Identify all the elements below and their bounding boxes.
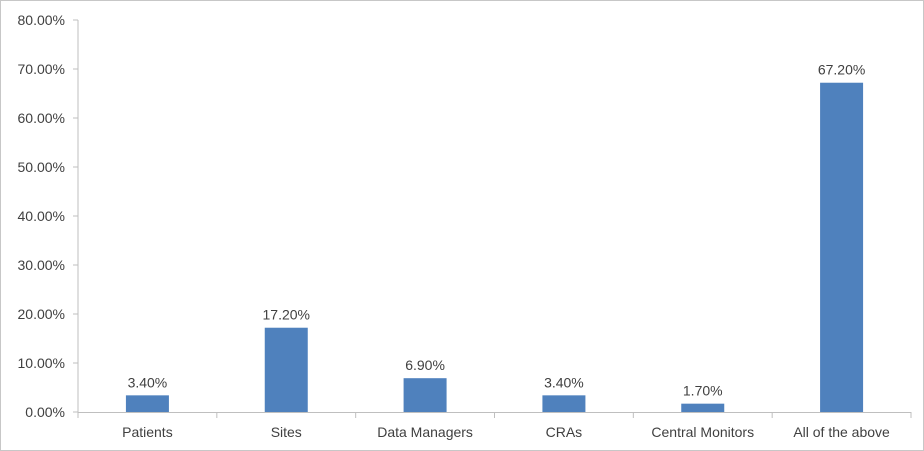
chart-data-labels: 3.40% 17.20% 6.90% 3.40% 1.70% 67.20% — [128, 62, 866, 399]
x-category-label: CRAs — [546, 424, 583, 440]
y-tick-label: 10.00% — [18, 355, 65, 371]
data-label: 6.90% — [405, 357, 445, 373]
bar — [542, 395, 586, 412]
bar — [403, 378, 447, 412]
x-category-label: Sites — [271, 424, 302, 440]
data-label: 67.20% — [818, 62, 865, 78]
x-category-label: Patients — [122, 424, 173, 440]
x-axis-category-labels: Patients Sites Data Managers CRAs Central Mo… — [122, 424, 890, 440]
chart-bars — [125, 82, 864, 412]
y-tick-label: 30.00% — [18, 257, 65, 273]
y-tick-label: 0.00% — [25, 404, 65, 420]
bar — [681, 403, 725, 412]
x-category-label: Data Managers — [377, 424, 473, 440]
y-tick-label: 70.00% — [18, 61, 65, 77]
data-label: 3.40% — [544, 374, 584, 390]
data-label: 17.20% — [263, 307, 310, 323]
y-tick-label: 60.00% — [18, 110, 65, 126]
y-tick-label: 80.00% — [18, 12, 65, 28]
data-label: 3.40% — [128, 374, 168, 390]
y-tick-label: 40.00% — [18, 208, 65, 224]
x-category-label: All of the above — [793, 424, 890, 440]
y-tick-label: 50.00% — [18, 159, 65, 175]
bar — [125, 395, 169, 412]
data-label: 1.70% — [683, 383, 723, 399]
bar — [264, 327, 308, 412]
y-tick-label: 20.00% — [18, 306, 65, 322]
bar — [820, 82, 864, 412]
y-axis-ticks: 0.00% 10.00% 20.00% 30.00% 40.00% 50.00% 60.00… — [18, 12, 65, 420]
x-category-label: Central Monitors — [651, 424, 754, 440]
chart-axes — [73, 19, 912, 418]
